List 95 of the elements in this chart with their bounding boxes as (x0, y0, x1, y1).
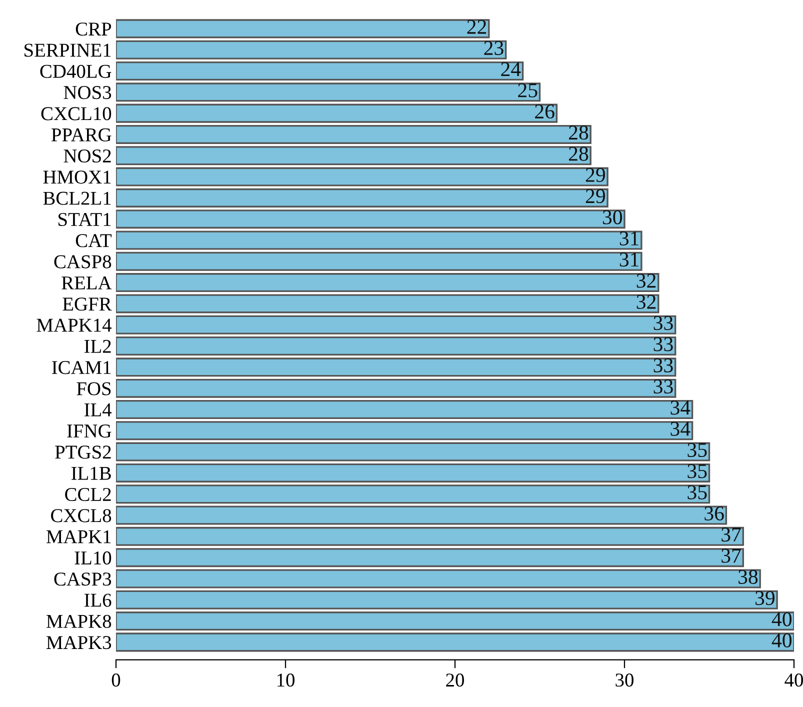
bar (116, 378, 676, 398)
bar (116, 252, 642, 271)
data-label: 40 (772, 633, 792, 648)
data-label: 35 (688, 464, 707, 478)
data-label: 39 (756, 591, 774, 606)
y-tick-label: CCL2 (65, 488, 111, 502)
data-label: 40 (772, 612, 792, 626)
bar (116, 294, 660, 314)
y-tick-label: EGFR (62, 298, 112, 311)
bar (116, 167, 608, 186)
data-label: 33 (654, 316, 673, 330)
y-tick-label: CASP3 (54, 572, 112, 586)
data-label: 33 (654, 380, 673, 394)
data-label: 24 (501, 62, 521, 76)
bar (116, 82, 541, 102)
bar (116, 146, 592, 166)
bar (116, 612, 794, 631)
data-label: 31 (620, 231, 639, 246)
data-label: 32 (636, 274, 656, 288)
y-tick-label: NOS3 (64, 86, 112, 100)
data-label: 34 (670, 422, 690, 436)
bar (116, 526, 744, 546)
bar (116, 273, 660, 292)
data-label: 32 (636, 294, 656, 309)
bar (116, 230, 642, 250)
y-tick-label: MAPK14 (36, 318, 112, 332)
bar (116, 590, 778, 610)
data-label: 37 (722, 528, 741, 542)
y-tick-label: IL4 (84, 403, 112, 416)
x-tick-label: 20 (446, 674, 464, 687)
y-tick-label: CAT (76, 234, 112, 248)
y-tick-label: MAPK8 (46, 614, 112, 628)
data-label: 33 (654, 337, 673, 352)
y-tick-label: IL1B (71, 466, 111, 480)
y-tick-label: ICAM1 (52, 361, 111, 374)
data-label: 35 (688, 443, 707, 458)
data-label: 29 (586, 189, 605, 204)
bar (116, 188, 608, 208)
y-tick-label: SERPINE1 (24, 44, 111, 57)
y-tick-label: MAPK3 (46, 636, 112, 650)
bar (116, 421, 694, 440)
data-label: 38 (738, 570, 758, 584)
y-tick-label: NOS2 (64, 149, 111, 163)
y-tick-label: HMOX1 (43, 170, 111, 184)
y-tick-label: BCL2L1 (43, 192, 111, 205)
y-tick-label: PTGS2 (55, 446, 111, 459)
bar (116, 124, 592, 144)
data-label: 37 (722, 548, 741, 563)
bar (116, 484, 710, 504)
data-label: 30 (602, 210, 622, 224)
y-tick-label: CRP (76, 22, 112, 36)
y-tick-label: IFNG (67, 424, 112, 438)
data-label: 22 (467, 20, 486, 34)
x-tick-label: 10 (277, 674, 294, 687)
bar (116, 400, 694, 419)
data-label: 28 (568, 146, 588, 161)
bar (116, 442, 710, 462)
bar (116, 315, 676, 334)
data-label: 25 (518, 83, 538, 98)
data-label: 36 (704, 506, 724, 520)
bar (116, 210, 626, 229)
y-tick-label: CASP8 (54, 255, 112, 268)
y-tick-label: IL6 (84, 594, 112, 607)
x-tick-label: 30 (616, 674, 634, 687)
bar (116, 506, 728, 525)
data-label: 23 (484, 41, 504, 56)
x-tick-label: 0 (112, 674, 120, 687)
data-label: 26 (535, 104, 554, 119)
bar (116, 61, 524, 81)
y-tick-label: CXCL10 (41, 107, 112, 120)
data-label: 31 (620, 252, 639, 267)
bar (116, 548, 744, 568)
y-tick-label: PPARG (51, 128, 112, 142)
y-tick-label: RELA (62, 276, 112, 290)
y-tick-label: STAT1 (58, 212, 111, 226)
data-label: 28 (568, 126, 588, 140)
bar (116, 632, 794, 652)
y-tick-label: CXCL8 (51, 509, 112, 522)
bar (116, 463, 710, 482)
y-tick-label: FOS (76, 382, 111, 396)
y-tick-label: CD40LG (40, 64, 112, 78)
x-tick-label: 40 (784, 674, 803, 687)
bar (116, 336, 676, 356)
bar (116, 19, 490, 38)
data-label: 33 (654, 358, 673, 372)
bar (116, 40, 507, 60)
y-tick-label: IL2 (84, 340, 111, 353)
data-label: 35 (688, 485, 707, 500)
bar (116, 569, 761, 588)
bar (116, 358, 676, 377)
y-tick-label: IL10 (74, 551, 112, 565)
bar (116, 104, 558, 123)
y-tick-label: MAPK1 (46, 530, 111, 544)
data-label: 34 (670, 400, 690, 415)
data-label: 29 (586, 168, 605, 182)
